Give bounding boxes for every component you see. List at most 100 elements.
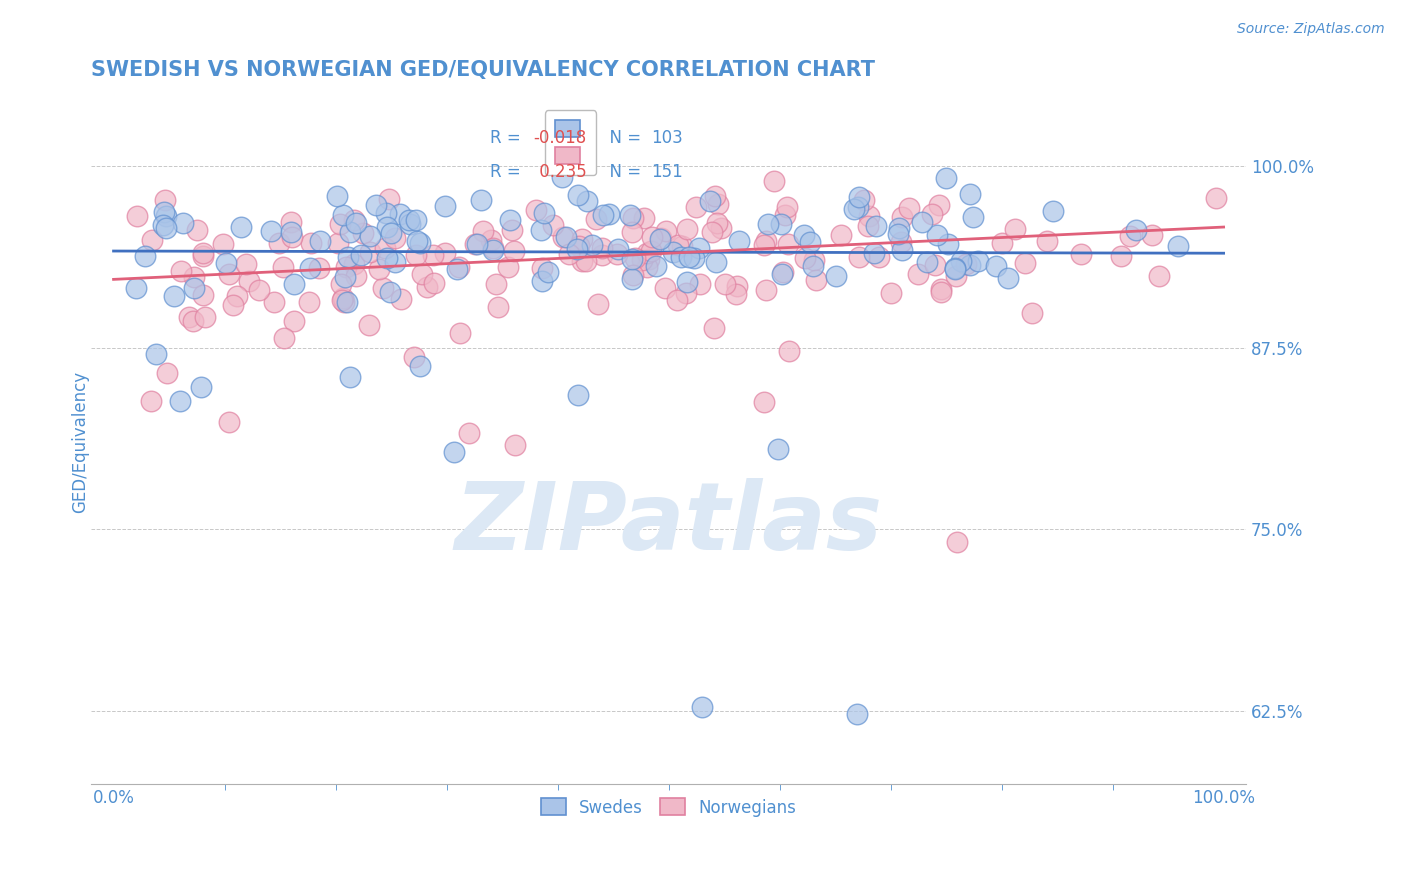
- Point: [706, 215, 728, 229]
- Point: [1042, 203, 1064, 218]
- Point: [1109, 249, 1132, 263]
- Point: [499, 213, 522, 227]
- Point: [846, 706, 869, 721]
- Point: [621, 252, 644, 267]
- Point: [762, 174, 785, 188]
- Point: [280, 225, 302, 239]
- Point: [1070, 247, 1092, 261]
- Point: [640, 244, 662, 258]
- Text: SWEDISH VS NORWEGIAN GED/EQUIVALENCY CORRELATION CHART: SWEDISH VS NORWEGIAN GED/EQUIVALENCY COR…: [91, 60, 876, 79]
- Point: [966, 253, 988, 268]
- Point: [524, 202, 547, 217]
- Point: [530, 260, 553, 275]
- Point: [326, 235, 349, 250]
- Point: [671, 250, 693, 264]
- Point: [654, 281, 676, 295]
- Point: [624, 251, 647, 265]
- Point: [384, 255, 406, 269]
- Point: [567, 387, 589, 401]
- Point: [775, 200, 797, 214]
- Point: [464, 237, 486, 252]
- Point: [936, 237, 959, 252]
- Point: [581, 237, 603, 252]
- Point: [591, 248, 613, 262]
- Point: [575, 254, 598, 268]
- Point: [375, 219, 398, 234]
- Point: [907, 267, 929, 281]
- Point: [943, 260, 966, 275]
- Point: [235, 257, 257, 271]
- Point: [326, 189, 349, 203]
- Point: [943, 262, 966, 277]
- Point: [645, 259, 668, 273]
- Point: [1147, 268, 1170, 283]
- Point: [446, 262, 468, 277]
- Point: [770, 267, 793, 281]
- Point: [405, 248, 427, 262]
- Point: [389, 207, 412, 221]
- Point: [337, 250, 360, 264]
- Point: [486, 300, 509, 314]
- Point: [329, 217, 352, 231]
- Point: [191, 245, 214, 260]
- Point: [298, 294, 321, 309]
- Point: [567, 242, 589, 256]
- Point: [648, 232, 671, 246]
- Point: [755, 283, 778, 297]
- Point: [1140, 227, 1163, 242]
- Point: [586, 297, 609, 311]
- Point: [389, 292, 412, 306]
- Point: [804, 273, 827, 287]
- Point: [1125, 223, 1147, 237]
- Point: [433, 199, 456, 213]
- Point: [591, 242, 613, 256]
- Point: [359, 245, 381, 260]
- Point: [558, 246, 581, 260]
- Point: [339, 370, 361, 384]
- Point: [772, 265, 794, 279]
- Point: [891, 244, 914, 258]
- Point: [650, 230, 672, 244]
- Point: [359, 228, 381, 243]
- Point: [127, 209, 149, 223]
- Point: [267, 235, 290, 250]
- Text: 0.235: 0.235: [533, 163, 586, 181]
- Point: [409, 236, 432, 251]
- Point: [378, 192, 401, 206]
- Point: [848, 190, 870, 204]
- Point: [416, 280, 439, 294]
- Point: [704, 188, 727, 202]
- Point: [688, 241, 710, 255]
- Point: [773, 208, 796, 222]
- Point: [793, 251, 815, 265]
- Point: [481, 243, 503, 257]
- Point: [402, 350, 425, 364]
- Text: R =: R =: [489, 163, 526, 181]
- Point: [191, 288, 214, 302]
- Point: [479, 233, 502, 247]
- Point: [675, 286, 697, 301]
- Point: [283, 277, 305, 291]
- Point: [273, 330, 295, 344]
- Point: [637, 252, 659, 267]
- Point: [887, 227, 910, 242]
- Y-axis label: GED/Equivalency: GED/Equivalency: [72, 371, 89, 513]
- Point: [482, 241, 505, 255]
- Point: [671, 238, 693, 252]
- Point: [946, 535, 969, 549]
- Point: [766, 442, 789, 457]
- Text: R =: R =: [489, 129, 526, 147]
- Point: [271, 260, 294, 275]
- Text: N =: N =: [599, 129, 647, 147]
- Point: [281, 229, 304, 244]
- Point: [183, 270, 205, 285]
- Point: [308, 235, 330, 249]
- Point: [163, 289, 186, 303]
- Point: [465, 236, 488, 251]
- Point: [950, 253, 973, 268]
- Point: [380, 285, 402, 300]
- Point: [959, 258, 981, 272]
- Point: [621, 272, 644, 286]
- Point: [190, 380, 212, 394]
- Point: [371, 281, 394, 295]
